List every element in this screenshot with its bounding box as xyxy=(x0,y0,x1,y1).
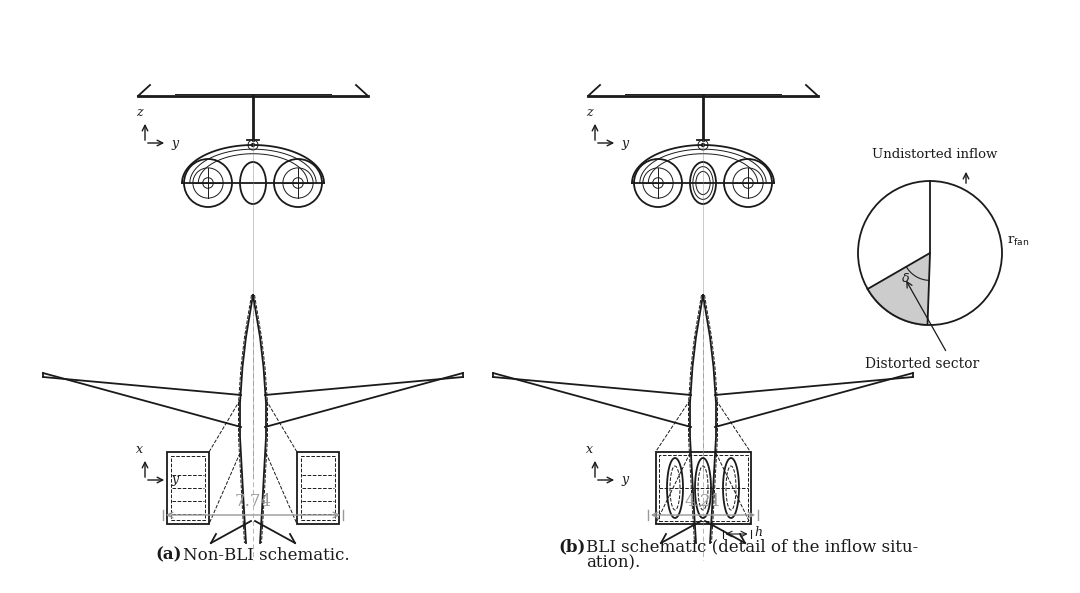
Text: (a): (a) xyxy=(156,547,181,563)
Text: h: h xyxy=(755,527,762,540)
Text: 7.74: 7.74 xyxy=(234,493,271,510)
Text: ation).: ation). xyxy=(586,554,640,572)
Text: 4.21: 4.21 xyxy=(685,493,721,510)
Bar xyxy=(656,452,751,524)
Circle shape xyxy=(252,144,255,146)
Text: y: y xyxy=(171,473,178,486)
Text: z: z xyxy=(136,106,143,119)
Text: Undistorted inflow: Undistorted inflow xyxy=(873,148,998,161)
Text: BLI schematic (detail of the inflow situ-: BLI schematic (detail of the inflow situ… xyxy=(586,538,918,556)
Text: r$_\mathrm{fan}$: r$_\mathrm{fan}$ xyxy=(1007,234,1029,247)
Text: $\delta$: $\delta$ xyxy=(901,272,910,285)
Bar xyxy=(171,456,205,520)
Text: z: z xyxy=(585,106,592,119)
Text: x: x xyxy=(585,443,593,456)
Bar xyxy=(301,456,335,520)
Bar xyxy=(167,452,210,524)
Bar xyxy=(297,452,339,524)
Text: Non-BLI schematic.: Non-BLI schematic. xyxy=(183,547,350,563)
Text: y: y xyxy=(621,136,629,149)
Text: x: x xyxy=(135,443,143,456)
Text: y: y xyxy=(171,136,178,149)
Circle shape xyxy=(702,144,704,146)
Bar xyxy=(659,455,747,521)
Polygon shape xyxy=(867,253,930,325)
Text: (b): (b) xyxy=(558,538,585,556)
Text: Distorted sector: Distorted sector xyxy=(865,357,980,371)
Text: y: y xyxy=(621,473,629,486)
